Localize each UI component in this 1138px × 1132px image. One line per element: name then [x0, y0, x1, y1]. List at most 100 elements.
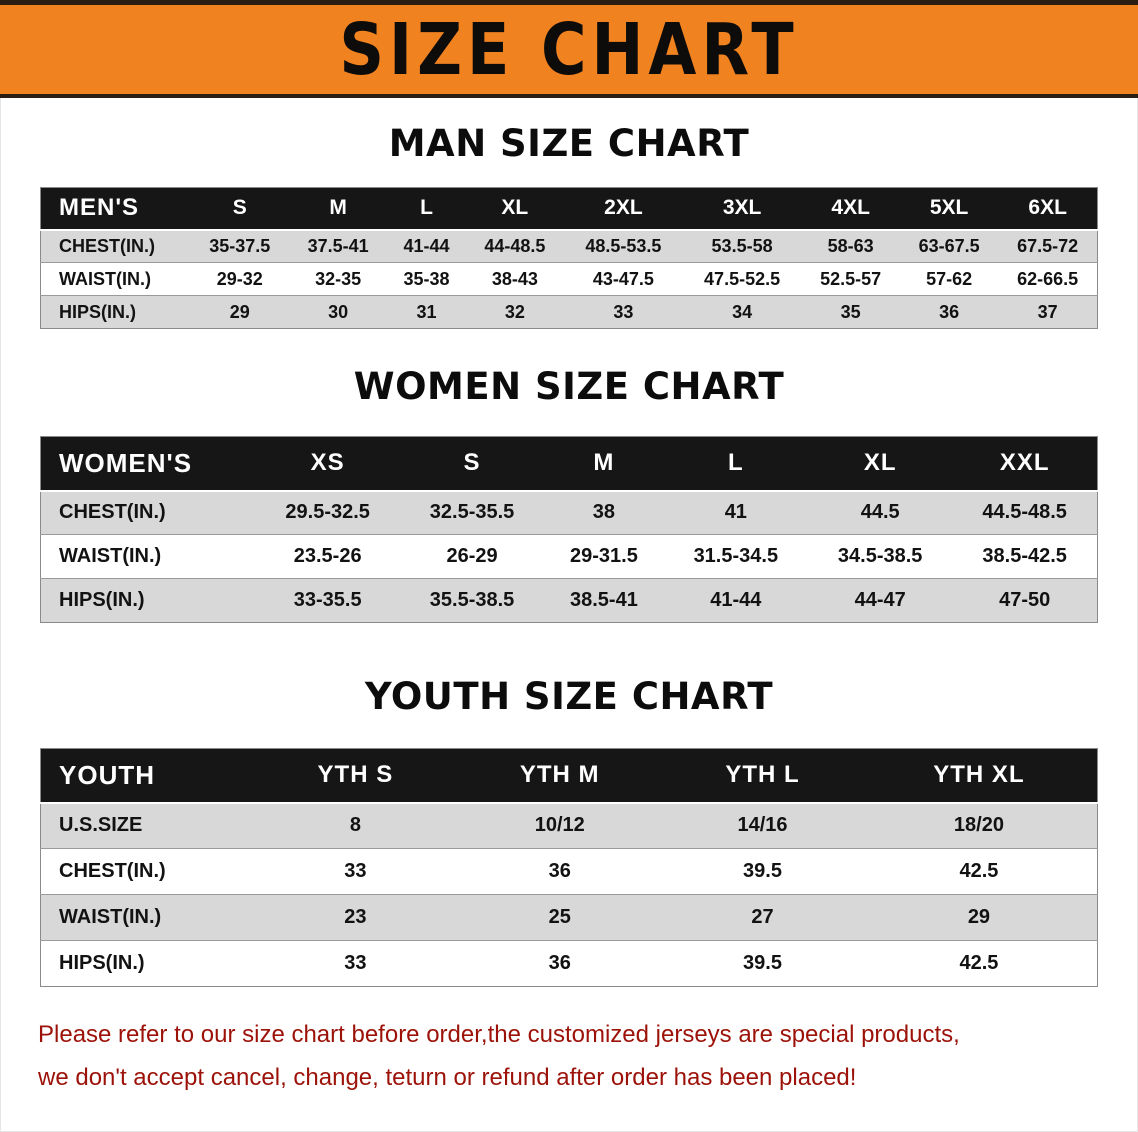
mens-table-row: CHEST(IN.) 35-37.5 37.5-41 41-44 44-48.5 48.5… [40, 229, 1098, 263]
cell-value: 23 [255, 894, 456, 941]
cell-value: 30 [288, 295, 388, 329]
mens-size-header: 4XL [801, 187, 900, 231]
row-label: WAIST(IN.) [40, 534, 256, 579]
cell-value: 63-67.5 [899, 229, 999, 263]
mens-heading: MAN SIZE CHART [388, 122, 750, 165]
youth-heading: YOUTH SIZE CHART [364, 675, 774, 718]
youth-section: YOUTH SIZE CHART YOUTH YTH S YTH M YTH L YTH… [0, 675, 1138, 987]
mens-size-header: 6XL [998, 187, 1098, 231]
cell-value: 52.5-57 [801, 262, 900, 296]
mens-header-row: MEN'S S M L XL 2XL 3XL 4XL 5XL 6XL [40, 187, 1098, 231]
cell-value: 44-48.5 [465, 229, 565, 263]
womens-size-header: M [544, 436, 664, 492]
womens-size-header: XL [808, 436, 953, 492]
youth-header-row: YOUTH YTH S YTH M YTH L YTH XL [40, 748, 1098, 804]
cell-value: 35 [801, 295, 900, 329]
row-label: CHEST(IN.) [40, 229, 191, 263]
cell-value: 32-35 [288, 262, 388, 296]
youth-table-wrap: YOUTH YTH S YTH M YTH L YTH XL U.S.SIZE 8 10/12… [40, 748, 1098, 987]
cell-value: 39.5 [664, 848, 861, 895]
mens-size-header: M [288, 187, 388, 231]
youth-table-row: HIPS(IN.) 33 36 39.5 42.5 [40, 940, 1098, 987]
womens-table-row: WAIST(IN.) 23.5-26 26-29 29-31.5 31.5-34.5 34… [40, 534, 1098, 579]
cell-value: 57-62 [899, 262, 999, 296]
womens-size-header: S [399, 436, 545, 492]
cell-value: 67.5-72 [998, 229, 1098, 263]
row-label: U.S.SIZE [40, 802, 256, 849]
size-chart-page: SIZE CHART MAN SIZE CHART MEN'S S M L XL 2XL 3… [0, 0, 1138, 1092]
womens-table-row: CHEST(IN.) 29.5-32.5 32.5-35.5 38 41 44.5 44.5… [40, 490, 1098, 535]
womens-size-table: WOMEN'S XS S M L XL XXL CHEST(IN.) 29.5-32.5 32.5… [40, 436, 1098, 623]
cell-value: 44.5-48.5 [952, 490, 1098, 535]
cell-value: 29.5-32.5 [255, 490, 400, 535]
cell-value: 34.5-38.5 [808, 534, 953, 579]
row-label: CHEST(IN.) [40, 848, 256, 895]
cell-value: 36 [455, 848, 665, 895]
cell-value: 41 [663, 490, 808, 535]
mens-size-table: MEN'S S M L XL 2XL 3XL 4XL 5XL 6XL CHEST(IN.) 35-37… [40, 187, 1098, 329]
cell-value: 53.5-58 [682, 229, 802, 263]
cell-value: 41-44 [663, 578, 808, 623]
cell-value: 47-50 [952, 578, 1098, 623]
cell-value: 29-32 [190, 262, 289, 296]
mens-size-header: XL [465, 187, 565, 231]
youth-size-header: YTH L [664, 748, 861, 804]
womens-table-row: HIPS(IN.) 33-35.5 35.5-38.5 38.5-41 41-44 44-… [40, 578, 1098, 623]
row-label: HIPS(IN.) [40, 295, 191, 329]
youth-size-header: YTH XL [860, 748, 1098, 804]
womens-table-wrap: WOMEN'S XS S M L XL XXL CHEST(IN.) 29.5-32.5 32.5… [40, 436, 1098, 623]
youth-table-row: CHEST(IN.) 33 36 39.5 42.5 [40, 848, 1098, 895]
mens-table-wrap: MEN'S S M L XL 2XL 3XL 4XL 5XL 6XL CHEST(IN.) 35-37… [40, 187, 1098, 329]
cell-value: 36 [455, 940, 665, 987]
mens-corner-header: MEN'S [40, 187, 191, 231]
cell-value: 44.5 [808, 490, 953, 535]
row-label: WAIST(IN.) [40, 262, 191, 296]
cell-value: 37.5-41 [288, 229, 388, 263]
cell-value: 31.5-34.5 [663, 534, 808, 579]
cell-value: 29 [860, 894, 1098, 941]
mens-size-header: 5XL [899, 187, 999, 231]
cell-value: 33 [255, 940, 456, 987]
youth-table-row: WAIST(IN.) 23 25 27 29 [40, 894, 1098, 941]
womens-header-row: WOMEN'S XS S M L XL XXL [40, 436, 1098, 492]
cell-value: 31 [387, 295, 466, 329]
womens-heading: WOMEN SIZE CHART [353, 365, 785, 408]
cell-value: 32 [465, 295, 565, 329]
cell-value: 43-47.5 [564, 262, 683, 296]
cell-value: 38.5-41 [544, 578, 664, 623]
mens-size-header: S [190, 187, 289, 231]
cell-value: 10/12 [455, 802, 665, 849]
mens-size-header: L [387, 187, 466, 231]
cell-value: 44-47 [808, 578, 953, 623]
cell-value: 36 [899, 295, 999, 329]
cell-value: 38.5-42.5 [952, 534, 1098, 579]
womens-size-header: XXL [952, 436, 1098, 492]
row-label: WAIST(IN.) [40, 894, 256, 941]
cell-value: 47.5-52.5 [682, 262, 802, 296]
mens-section: MAN SIZE CHART MEN'S S M L XL 2XL 3XL 4XL 5XL 6XL… [0, 122, 1138, 329]
cell-value: 27 [664, 894, 861, 941]
mens-size-header: 2XL [564, 187, 683, 231]
cell-value: 33-35.5 [255, 578, 400, 623]
youth-table-row: U.S.SIZE 8 10/12 14/16 18/20 [40, 802, 1098, 849]
cell-value: 38 [544, 490, 664, 535]
youth-size-header: YTH S [255, 748, 456, 804]
cell-value: 58-63 [801, 229, 900, 263]
mens-table-row: HIPS(IN.) 29 30 31 32 33 34 35 36 37 [40, 295, 1098, 329]
cell-value: 33 [255, 848, 456, 895]
page-title: SIZE CHART [339, 7, 799, 92]
cell-value: 35-37.5 [190, 229, 289, 263]
youth-size-header: YTH M [455, 748, 665, 804]
womens-size-header: XS [255, 436, 400, 492]
cell-value: 33 [564, 295, 683, 329]
cell-value: 23.5-26 [255, 534, 400, 579]
womens-corner-header: WOMEN'S [40, 436, 256, 492]
disclaimer-line-2: we don't accept cancel, change, teturn o… [38, 1064, 857, 1092]
row-label: HIPS(IN.) [40, 578, 256, 623]
cell-value: 25 [455, 894, 665, 941]
cell-value: 62-66.5 [998, 262, 1098, 296]
banner: SIZE CHART [0, 0, 1138, 98]
cell-value: 14/16 [664, 802, 861, 849]
mens-size-header: 3XL [682, 187, 802, 231]
cell-value: 35.5-38.5 [399, 578, 545, 623]
